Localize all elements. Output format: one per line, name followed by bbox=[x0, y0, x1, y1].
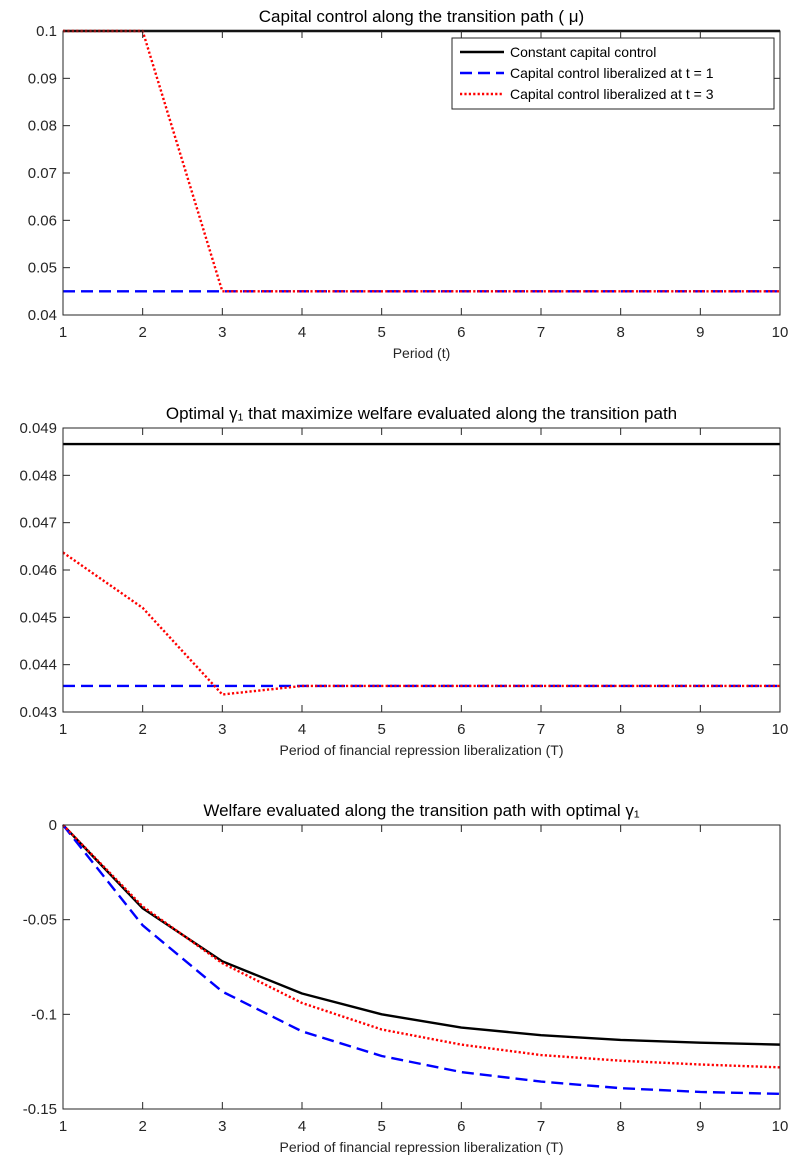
x-axis-label: Period of financial repression liberaliz… bbox=[279, 1139, 563, 1155]
x-tick-label: 7 bbox=[537, 324, 545, 341]
y-tick-label: 0.043 bbox=[19, 704, 57, 721]
y-tick-label: 0.08 bbox=[28, 118, 57, 135]
x-tick-label: 10 bbox=[772, 324, 789, 341]
y-tick-label: 0.04 bbox=[28, 307, 57, 324]
x-tick-label: 3 bbox=[218, 324, 226, 341]
y-tick-label: 0.044 bbox=[19, 657, 57, 674]
y-tick-label: 0.1 bbox=[36, 23, 57, 40]
x-tick-label: 6 bbox=[457, 324, 465, 341]
x-tick-label: 8 bbox=[616, 1118, 624, 1135]
x-tick-label: 4 bbox=[298, 721, 306, 738]
x-tick-label: 9 bbox=[696, 324, 704, 341]
chart-title: Capital control along the transition pat… bbox=[259, 7, 584, 26]
series-line-3 bbox=[62, 551, 780, 696]
y-tick-label: 0.07 bbox=[28, 165, 57, 182]
x-tick-label: 9 bbox=[696, 721, 704, 738]
x-tick-label: 2 bbox=[138, 1118, 146, 1135]
x-tick-label: 6 bbox=[457, 1118, 465, 1135]
x-tick-label: 8 bbox=[616, 721, 624, 738]
x-tick-label: 5 bbox=[377, 1118, 385, 1135]
x-tick-label: 10 bbox=[772, 1118, 789, 1135]
x-tick-label: 4 bbox=[298, 324, 306, 341]
y-tick-label: 0.045 bbox=[19, 609, 57, 626]
x-tick-label: 3 bbox=[218, 721, 226, 738]
legend-box bbox=[451, 37, 775, 110]
x-tick-label: 2 bbox=[138, 324, 146, 341]
x-axis-label: Period of financial repression liberaliz… bbox=[279, 742, 563, 758]
x-tick-label: 4 bbox=[298, 1118, 306, 1135]
x-tick-label: 2 bbox=[138, 721, 146, 738]
y-tick-label: -0.15 bbox=[23, 1101, 57, 1118]
panel-capital-control: 1 2 3 4 5 6 7 8 9 10 0.04 0.05 0.06 0.07 0.08 0.09 0.1 Ca… bbox=[28, 7, 789, 361]
plot-area bbox=[63, 825, 780, 1109]
panel-welfare: 1 2 3 4 5 6 7 8 9 10 -0.15 -0.1 -0.05 0 Welfare evalua… bbox=[23, 801, 789, 1155]
axes-box bbox=[62, 824, 781, 1110]
y-tick-label: 0.046 bbox=[19, 562, 57, 579]
x-axis-label: Period (t) bbox=[393, 345, 451, 361]
series-line-2 bbox=[62, 824, 781, 1096]
x-tick-label: 10 bbox=[772, 721, 789, 738]
chart-title: Optimal γ₁ that maximize welfare evaluat… bbox=[166, 404, 677, 423]
y-tick-label: -0.1 bbox=[31, 1006, 57, 1023]
y-tick-label: 0.05 bbox=[28, 260, 57, 277]
x-tick-label: 8 bbox=[616, 324, 624, 341]
chart-title: Welfare evaluated along the transition p… bbox=[203, 801, 640, 820]
x-tick-label: 1 bbox=[59, 324, 67, 341]
x-tick-label: 7 bbox=[537, 721, 545, 738]
y-tick-label: 0.048 bbox=[19, 467, 57, 484]
legend: Constant capital control Capital control … bbox=[451, 37, 775, 110]
y-tick-label: -0.05 bbox=[23, 912, 57, 929]
panel-optimal-gamma: 1 2 3 4 5 6 7 8 9 10 0.043 0.044 0.045 0.046 0.047 0.04… bbox=[19, 404, 788, 758]
x-tick-label: 7 bbox=[537, 1118, 545, 1135]
legend-entry: Capital control liberalized at t = 1 bbox=[510, 65, 714, 81]
plot-area bbox=[63, 428, 780, 712]
x-tick-label: 5 bbox=[377, 721, 385, 738]
series-line-3 bbox=[62, 824, 781, 1069]
x-tick-label: 3 bbox=[218, 1118, 226, 1135]
x-tick-label: 1 bbox=[59, 721, 67, 738]
y-tick-label: 0.049 bbox=[19, 420, 57, 437]
y-tick-label: 0.06 bbox=[28, 212, 57, 229]
series-line-3 bbox=[63, 29, 780, 293]
y-tick-label: 0.047 bbox=[19, 515, 57, 532]
legend-entry: Capital control liberalized at t = 3 bbox=[510, 86, 714, 102]
x-tick-label: 5 bbox=[377, 324, 385, 341]
x-tick-label: 9 bbox=[696, 1118, 704, 1135]
x-tick-label: 6 bbox=[457, 721, 465, 738]
x-tick-label: 1 bbox=[59, 1118, 67, 1135]
y-tick-label: 0.09 bbox=[28, 70, 57, 87]
y-tick-label: 0 bbox=[49, 817, 57, 834]
legend-entry: Constant capital control bbox=[510, 44, 656, 60]
